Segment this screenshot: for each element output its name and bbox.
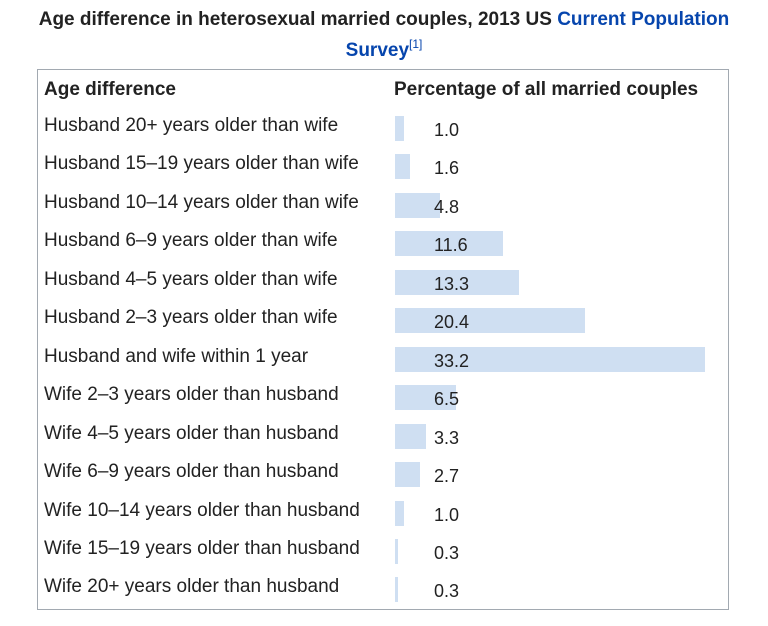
table-row: Wife 10–14 years older than husband 1.0 [38,495,728,533]
percentage-bar [395,154,410,180]
cps-link[interactable]: Current Population Survey [345,9,730,61]
percentage-value: 1.0 [434,120,460,140]
percentage-value: 4.8 [434,196,460,217]
percentage-value: 0.3 [434,542,460,563]
percentage-value: 11.6 [434,235,468,256]
percentage-bar [395,500,405,526]
column-header-age-difference: Age difference [44,79,176,100]
percentage-value: 1.0 [434,504,460,525]
table-row: Wife 15–19 years older than husband 0.3 [38,533,728,571]
table-row: Husband 4–5 years older than wife 13.3 [38,264,728,302]
percentage-bar [395,116,405,141]
percentage-bar [395,385,456,411]
row-label: Husband 4–5 years older than wife [44,268,338,290]
percentage-value: 13.3 [434,273,470,294]
table-row: Husband 2–3 years older than wife 20.4 [38,302,728,340]
row-label: Wife 20+ years older than husband [44,576,340,598]
percentage-bar [395,231,504,257]
row-label: Wife 10–14 years older than husband [44,499,360,521]
percentage-bar [395,346,705,372]
row-label: Husband and wife within 1 year [44,345,309,367]
row-label: Husband 6–9 years older than wife [44,230,338,252]
table-row: Husband 6–9 years older than wife 11.6 [38,225,728,263]
percentage-value: 33.2 [434,350,470,371]
reference-link[interactable]: [1] [409,37,423,51]
column-header-percentage: Percentage of all married couples [394,79,699,100]
row-label: Wife 15–19 years older than husband [44,537,360,559]
percentage-bar [395,577,398,603]
row-label: Wife 2–3 years older than husband [44,384,339,406]
table-row: Husband and wife within 1 year 33.2 [38,341,728,379]
percentage-value: 1.6 [434,158,460,179]
row-label: Husband 2–3 years older than wife [44,307,338,329]
percentage-bar [395,538,398,564]
table-row: Husband 20+ years older than wife 1.0 [38,110,728,148]
caption-text: Age difference in heterosexual married c… [38,9,558,30]
row-label: Husband 15–19 years older than wife [44,153,359,175]
table-row: Wife 6–9 years older than husband 2.7 [38,456,728,494]
data-table: Age difference Percentage of all married… [37,69,729,610]
percentage-value: 6.5 [434,389,460,410]
percentage-bar [395,308,586,334]
percentage-bar [395,462,421,488]
row-label: Wife 6–9 years older than husband [44,461,339,483]
table-row: Wife 20+ years older than husband 0.3 [38,571,728,609]
table-row: Husband 15–19 years older than wife 1.6 [38,148,728,186]
percentage-value: 3.3 [434,427,460,448]
percentage-value: 0.3 [434,581,460,602]
percentage-value: 2.7 [434,466,460,487]
table-row: Wife 2–3 years older than husband 6.5 [38,379,728,417]
percentage-bar [395,269,520,295]
percentage-value: 20.4 [434,312,470,333]
table-row: Wife 4–5 years older than husband 3.3 [38,418,728,456]
row-label: Husband 20+ years older than wife [44,115,339,136]
table-caption: Age difference in heterosexual married c… [0,4,768,66]
table-row: Husband 10–14 years older than wife 4.8 [38,187,728,225]
row-label: Wife 4–5 years older than husband [44,422,339,444]
row-label: Husband 10–14 years older than wife [44,191,359,213]
percentage-bar [395,192,440,218]
percentage-bar [395,423,426,449]
